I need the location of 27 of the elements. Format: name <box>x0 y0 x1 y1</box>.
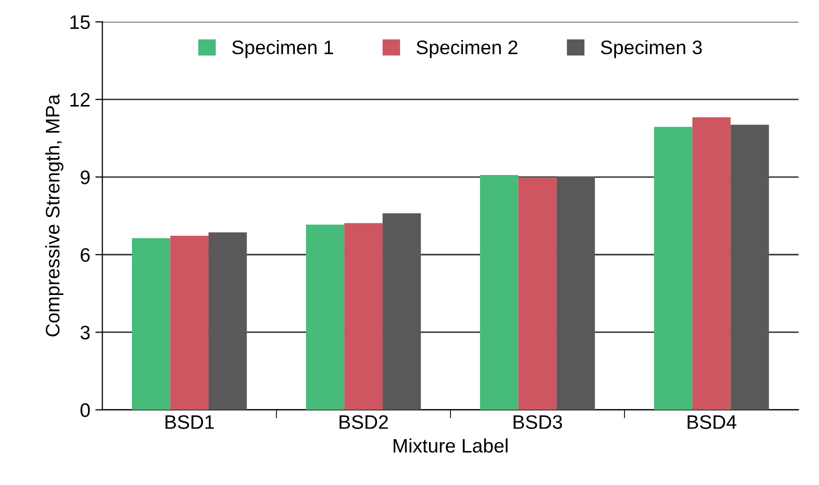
bar <box>208 232 247 410</box>
legend-label: Specimen 3 <box>600 40 702 58</box>
y-tick-label: 9 <box>80 170 90 184</box>
y-tick-label: 12 <box>70 92 90 106</box>
bar <box>344 223 383 410</box>
x-tick-label: BSD3 <box>514 415 562 429</box>
y-tick-label: 3 <box>80 326 90 340</box>
bar <box>132 238 170 410</box>
y-tick-label: 0 <box>80 403 90 418</box>
legend-label: Specimen 2 <box>416 40 518 58</box>
y-tick-label: 6 <box>80 248 90 262</box>
bar <box>480 174 518 410</box>
x-tick-label: BSD1 <box>166 415 214 429</box>
legend-label: Specimen 1 <box>232 40 334 58</box>
x-tick-label: BSD2 <box>340 415 388 429</box>
bar <box>306 224 344 410</box>
bar <box>382 213 421 410</box>
bar <box>518 178 557 410</box>
bar <box>654 126 692 410</box>
y-tick-label: 15 <box>70 15 90 30</box>
bar <box>556 176 595 410</box>
x-tick-label: BSD4 <box>688 415 736 429</box>
y-axis-title: Compressive Strength, MPa <box>45 94 64 336</box>
x-axis-title: Mixture Label <box>394 438 508 453</box>
bar <box>730 124 769 410</box>
bar <box>692 117 731 410</box>
bar <box>170 236 209 410</box>
